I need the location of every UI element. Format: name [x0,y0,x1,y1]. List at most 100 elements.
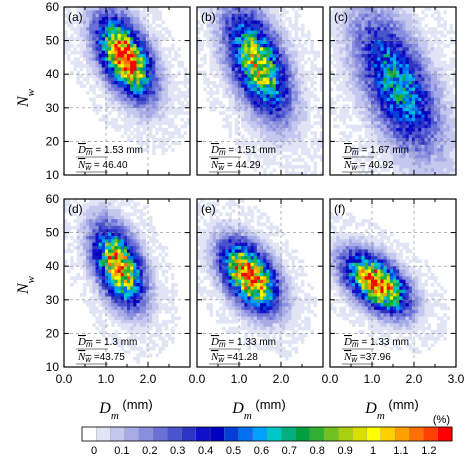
colorbar-tick-label: 0.8 [310,445,325,457]
panel-label: (b) [201,10,216,24]
colorbar-tick-label: 1.1 [393,445,408,457]
x-tick-label: 0.0 [322,372,339,386]
stat-nw: Nw = 44.29 [210,159,261,172]
colorbar-swatch [252,426,268,442]
heatmap [64,199,181,364]
colorbar-swatch [209,426,225,442]
stat-nw: Nw = 46.40 [77,159,128,172]
x-tick-label: 1.0 [364,372,381,386]
colorbar-swatch [124,426,140,442]
panel-c: (c) Dm = 1.67 mm Nw = 40.92 [329,6,457,176]
panels-layer: 60 50 40 30 20 10 (a) Dm = 1.53 mm Nw = 46.40 (b)… [46,0,465,386]
heatmap [64,7,190,156]
x-axis-label-2: Dm (mm) [231,397,285,422]
stat-nw: Nw =41.28 [210,351,258,364]
stat-dm: Dm = 1.51 mm [210,144,276,157]
colorbar-tick-label: 1.2 [421,445,436,457]
colorbar-tick-label: 0.5 [226,445,241,457]
colorbar-swatch [295,426,311,442]
colorbar-swatch [81,426,97,442]
stat-nw: Nw =43.75 [77,351,125,364]
colorbar-swatch [281,426,297,442]
stat-dm: Dm = 1.33 mm [343,336,409,349]
colorbar-swatch [409,426,425,442]
colorbar-swatch [352,426,368,442]
colorbar-swatch [423,426,439,442]
colorbar-swatch [152,426,168,442]
colorbar-tick-label: 0.9 [337,445,352,457]
x-tick-label: 1.0 [98,372,115,386]
stat-dm: Dm = 1.33 mm [210,336,276,349]
grid [64,199,190,367]
y-tick-label: 40 [46,259,60,273]
stat-dm: Dm = 1.67 mm [343,144,409,157]
colorbar-tick-label: 0.7 [282,445,297,457]
panel-a: 60 50 40 30 20 10 (a) Dm = 1.53 mm Nw = 46.40 [46,0,191,182]
stat-nw: Nw =37.96 [343,351,391,364]
y-tick-label: 30 [46,293,60,307]
panel-label: (e) [201,202,216,216]
x-tick-label: 1.0 [231,372,248,386]
y-tick-label: 20 [46,134,60,148]
colorbar-tick-label: 0.1 [114,445,129,457]
colorbar-swatch [224,426,240,442]
colorbar-swatch [238,426,254,442]
stat-dm: Dm = 1.3 mm [77,336,137,349]
x-axis-label-3: Dm (mm) [364,397,418,422]
grid [330,7,456,175]
colorbar-swatch [96,426,112,442]
heatmap [197,7,323,175]
panel-b: (b) Dm = 1.51 mm Nw = 44.29 [196,6,324,176]
panel-label: (d) [68,202,83,216]
colorbar-swatch [110,426,126,442]
panel-label: (f) [334,202,345,216]
x-tick-label: 2.0 [140,372,157,386]
grid [330,199,456,367]
heatmap [330,7,456,175]
y-tick-label: 60 [46,0,60,14]
heatmap [330,212,450,354]
x-tick-label: 2.0 [406,372,423,386]
y-tick-label: 40 [46,67,60,81]
panel-f: 0.0 1.0 2.0 3.0 (f) Dm = 1.33 mm Nw =37.96 [322,198,465,386]
y-axis-label-top: Nw [15,88,37,108]
panel-label: (c) [334,10,348,24]
y-tick-label: 10 [46,360,60,374]
grid [197,7,323,175]
y-axis-label-bottom: Nw [15,275,37,295]
colorbar-swatch [437,426,453,442]
x-tick-label: 0.0 [189,372,206,386]
stat-dm: Dm = 1.53 mm [77,144,143,157]
y-tick-label: 30 [46,101,60,115]
colorbar-swatch [394,426,410,442]
colorbar-swatch [323,426,339,442]
y-tick-label: 10 [46,168,60,182]
y-tick-label: 50 [46,226,60,240]
colorbar-swatch [366,426,382,442]
heatmap [197,199,317,361]
colorbar-tick-label: 0.3 [170,445,185,457]
colorbar-swatch [167,426,183,442]
colorbar-unit: (%) [433,414,450,426]
colorbar-swatch [138,426,154,442]
colorbar-tick-label: 0.4 [198,445,213,457]
colorbar-swatch [181,426,197,442]
colorbar-tick-label: 1 [370,445,376,457]
colorbar-swatch [380,426,396,442]
panel-e: 0.0 1.0 2.0 (e) Dm = 1.33 mm Nw =41.28 [189,198,324,386]
colorbar-tick-label: 0.2 [142,445,157,457]
colorbar-tick-label: 0.6 [254,445,269,457]
colorbar-swatch [195,426,211,442]
panel-label: (a) [68,10,83,24]
y-tick-label: 60 [46,192,60,206]
colorbar-swatch [337,426,353,442]
grid [197,199,323,367]
x-tick-label: 2.0 [273,372,290,386]
colorbar: 0 0.1 0.2 0.3 0.4 0.5 0.6 0.7 0.8 0.9 1 1.1 1.2 (%) [81,414,453,457]
x-axis-label-1: Dm (mm) [98,397,152,422]
stat-nw: Nw = 40.92 [343,159,394,172]
grid [64,7,190,175]
y-tick-label: 50 [46,34,60,48]
colorbar-tick-label: 0 [91,445,97,457]
